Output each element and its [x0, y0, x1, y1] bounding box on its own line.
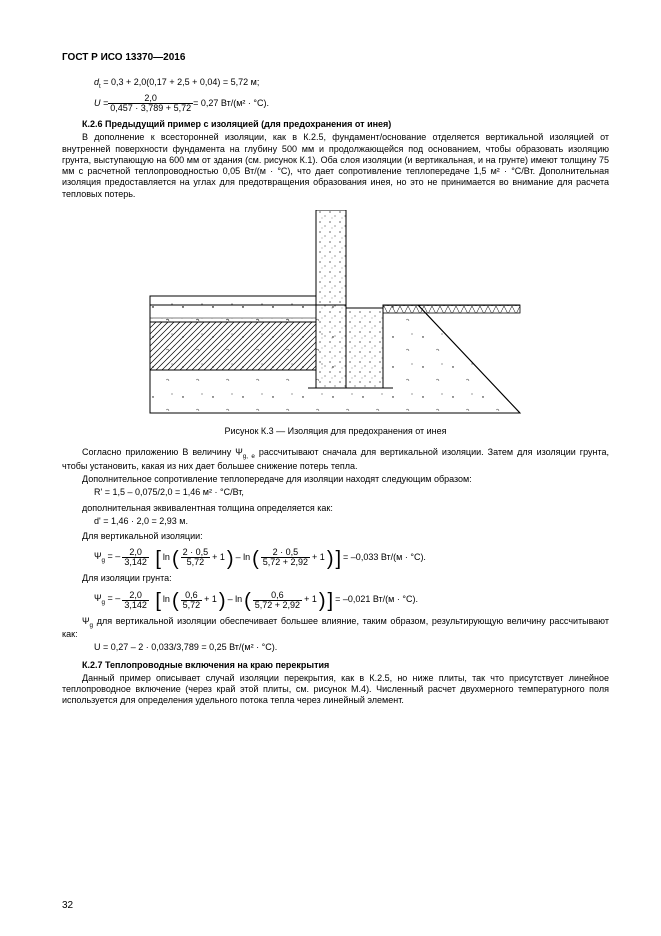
para-after-fig: Согласно приложению В величину Ψg, e рас…	[62, 447, 609, 472]
para-psi-concl: Ψg для вертикальной изоляции обеспечивае…	[62, 616, 609, 641]
para-k26: В дополнение к всесторонней изоляции, ка…	[62, 132, 609, 200]
doc-header: ГОСТ Р ИСО 13370—2016	[62, 52, 609, 65]
eq-dt: dt = 0,3 + 2,0(0,17 + 2,5 + 0,04) = 5,72…	[62, 77, 609, 91]
eq-u-final: U = 0,27 – 2 · 0,033/3,789 = 0,25 Вт/(м²…	[62, 642, 609, 653]
figure-k3	[148, 210, 523, 420]
para-k27: Данный пример описывает случай изоляции …	[62, 673, 609, 707]
section-k26-title: К.2.6 Предыдущий пример с изоляцией (для…	[62, 119, 609, 130]
eq-u: U = 2,0 0,457 · 3,789 + 5,72 = 0,27 Вт/(…	[62, 94, 609, 113]
para-r-intro: Дополнительное сопротивление теплопереда…	[62, 474, 609, 485]
eq-dprime: d' = 1,46 · 2,0 = 2,93 м.	[62, 516, 609, 527]
eq-psi-vertical: Ψg = – 2,0 3,142 [ ln ( 2 · 0,5 5,72 + 1…	[94, 548, 609, 567]
figure-k3-caption: Рисунок К.3 — Изоляция для предохранения…	[62, 426, 609, 437]
page-number: 32	[62, 900, 73, 913]
para-vert: Для вертикальной изоляции:	[62, 531, 609, 542]
eq-r: R' = 1,5 – 0,075/2,0 = 1,46 м² · °C/Вт,	[62, 487, 609, 498]
eq-psi-ground: Ψg = – 2,0 3,142 [ ln ( 0,6 5,72 + 1 ) –…	[94, 591, 609, 610]
para-ground: Для изоляции грунта:	[62, 573, 609, 584]
para-dprime: дополнительная эквивалентная толщина опр…	[62, 503, 609, 514]
section-k27-title: К.2.7 Теплопроводные включения на краю п…	[62, 660, 609, 671]
